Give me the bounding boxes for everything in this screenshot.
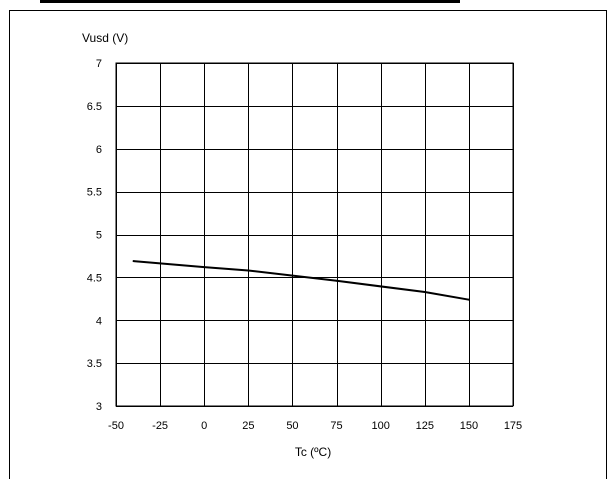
x-tick-label: 50 [286,420,298,432]
y-tick-label: 5 [96,230,102,242]
data-point [247,269,250,272]
data-point [423,291,426,293]
y-axis-ticks: 3 3.5 4 4.5 5 5.5 6 6.5 7 [87,58,102,413]
series-line [132,260,470,301]
x-tick-label: 175 [504,420,522,432]
x-axis-title: Tc (ºC) [295,445,331,459]
x-tick-label: 25 [242,420,254,432]
y-axis-title: Vusd (V) [82,31,128,45]
x-tick-label: -50 [108,420,124,432]
y-tick-label: 3.5 [87,358,102,370]
data-point [132,260,135,262]
x-tick-label: -25 [152,420,168,432]
y-tick-label: 3 [96,401,102,413]
y-tick-label: 5.5 [87,187,102,199]
x-tick-label: 75 [330,420,342,432]
y-tick-label: 4.5 [87,272,102,284]
y-tick-label: 6.5 [87,101,102,113]
x-tick-label: 100 [371,420,389,432]
figure-frame [9,10,607,479]
data-point [335,279,338,282]
plot-area [115,62,514,407]
y-tick-label: 7 [96,58,102,70]
series-layer [132,260,470,301]
data-point [467,298,470,301]
x-tick-label: 0 [201,420,207,432]
x-tick-label: 125 [416,420,434,432]
y-tick-label: 4 [96,315,102,327]
grid [116,63,514,407]
x-tick-label: 150 [460,420,478,432]
cropped-heading-strip [40,0,460,3]
y-tick-label: 6 [96,144,102,156]
data-point [203,266,206,268]
x-axis-ticks: -50 -25 0 25 50 75 100 125 150 175 [108,420,522,432]
